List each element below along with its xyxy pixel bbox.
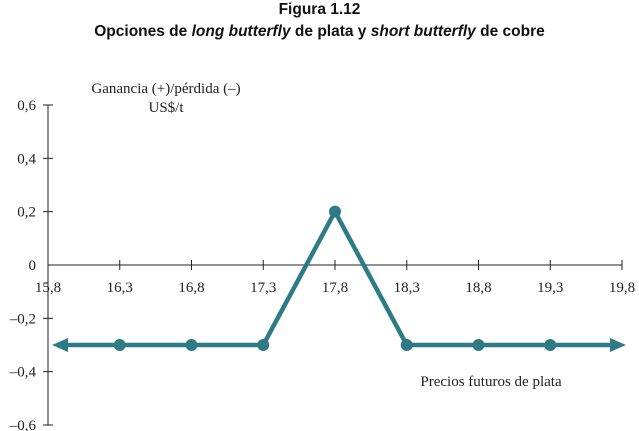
right-arrowhead <box>610 338 626 352</box>
x-axis-label: Precios futuros de plata <box>420 374 562 390</box>
data-point <box>472 339 485 351</box>
subtitle-part-1: Opciones de <box>94 23 192 40</box>
y-tick-label: 0,4 <box>17 151 36 167</box>
x-tick-label: 16,8 <box>178 280 204 296</box>
x-tick-label: 18,3 <box>394 280 420 296</box>
x-tick-label: 16,3 <box>107 280 133 296</box>
x-tick-label: 18,8 <box>465 280 491 296</box>
y-tick-label: –0,6 <box>9 418 37 431</box>
data-point <box>113 339 126 351</box>
x-tick-label: 15,8 <box>35 280 61 296</box>
y-tick-label: 0,6 <box>17 98 36 114</box>
data-point <box>257 339 270 351</box>
y-axis-label-line1: Ganancia (+)/pérdida (–) <box>91 81 240 97</box>
data-point <box>544 339 557 351</box>
x-tick-label: 19,8 <box>609 280 635 296</box>
x-tick-label: 19,3 <box>537 280 563 296</box>
figure-subtitle: Opciones de long butterfly de plata y sh… <box>0 23 639 41</box>
y-tick-label: 0 <box>29 258 37 274</box>
chart-axes <box>43 104 623 426</box>
figure-title: Figura 1.12 <box>278 1 361 18</box>
x-tick-label: 17,3 <box>250 280 276 296</box>
data-point <box>185 339 198 351</box>
subtitle-part-5: de cobre <box>475 23 545 40</box>
x-tick-label: 17,8 <box>322 280 348 296</box>
y-tick-label: –0,4 <box>9 365 37 381</box>
data-point <box>329 205 341 218</box>
left-arrowhead <box>52 338 68 352</box>
data-point <box>400 339 413 351</box>
payoff-line <box>62 206 616 348</box>
payoff-series <box>52 205 626 352</box>
subtitle-part-2: long butterfly <box>191 23 291 40</box>
subtitle-part-4: short butterfly <box>370 23 476 40</box>
y-axis-label-line2: US$/t <box>148 100 184 116</box>
y-tick-label: –0,2 <box>9 311 36 327</box>
y-tick-label: 0,2 <box>17 205 36 221</box>
tick-labels: 0,6 0,4 0,2 0 –0,2 –0,4 –0,6 15,8 16,3 16,8 17,3 17… <box>9 98 635 431</box>
subtitle-part-3: de plata y <box>290 23 371 40</box>
